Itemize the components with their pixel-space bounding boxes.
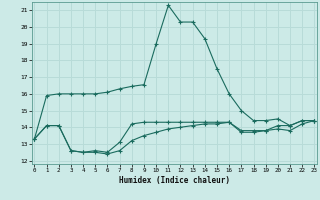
X-axis label: Humidex (Indice chaleur): Humidex (Indice chaleur) <box>119 176 230 185</box>
